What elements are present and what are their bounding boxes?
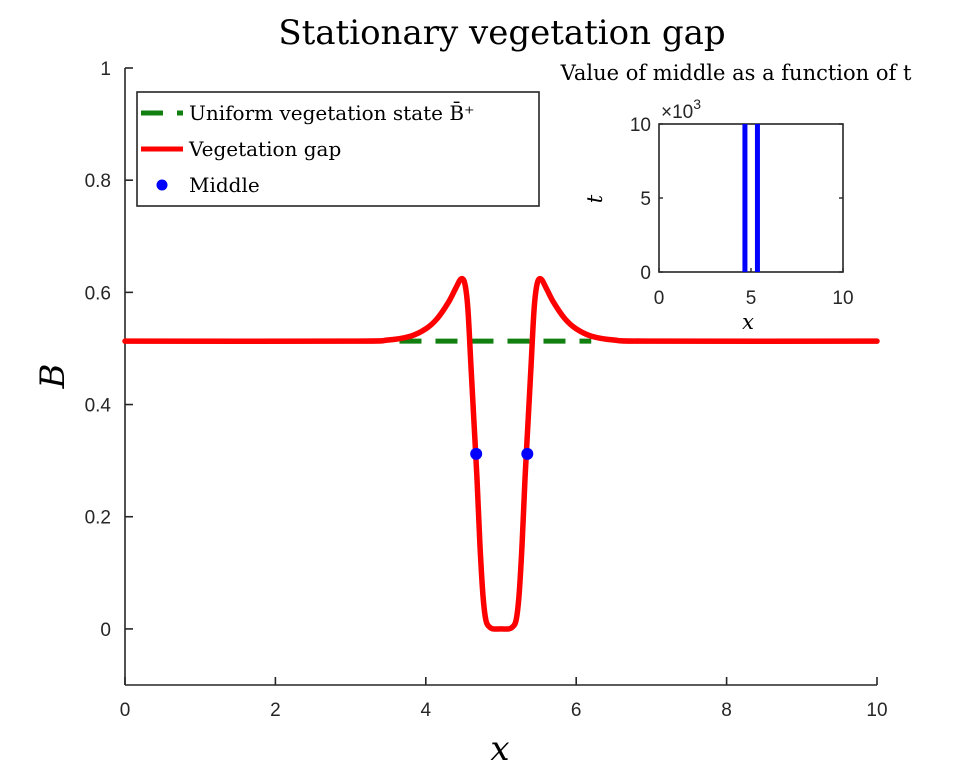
inset-axes: 0 5 10 0 5 10 ×103 x t	[583, 96, 854, 334]
inset-y-multiplier-exp: 3	[693, 96, 701, 112]
legend: Uniform vegetation state B̄⁺ Vegetation …	[136, 91, 540, 207]
main-y-tick-label: 0.6	[85, 283, 111, 304]
main-y-ticks: 0 0.2 0.4 0.6 0.8 1	[85, 59, 133, 641]
inset-x-tick-label: 10	[832, 288, 853, 309]
inset-y-tick-label: 5	[640, 189, 651, 210]
main-y-axis-label: B	[33, 364, 73, 390]
inset-plot-area	[658, 123, 844, 273]
inset-series	[742, 124, 760, 272]
legend-box	[136, 91, 540, 207]
middle-point	[521, 447, 534, 460]
inset-y-multiplier: ×103	[661, 96, 701, 123]
main-x-axis-label: x	[490, 729, 509, 769]
main-y-tick-label: 0.8	[85, 171, 111, 192]
main-x-tick-label: 8	[721, 700, 732, 721]
middle-point	[470, 447, 483, 460]
main-y-tick-label: 0.2	[85, 508, 111, 529]
inset-y-ticks: 0 5 10	[630, 115, 843, 284]
main-x-tick-label: 2	[270, 700, 281, 721]
vegetation-gap-line	[122, 275, 880, 632]
inset-y-axis-label: t	[583, 194, 607, 203]
inset-y-tick-label: 10	[630, 115, 651, 136]
inset-y-multiplier-base: ×10	[661, 102, 693, 123]
legend-label-uniform: Uniform vegetation state B̄⁺	[189, 100, 475, 125]
main-y-tick-label: 0.4	[85, 396, 112, 417]
main-y-tick-label: 0	[100, 620, 111, 641]
legend-label-gap: Vegetation gap	[188, 137, 341, 161]
main-x-tick-label: 4	[421, 700, 432, 721]
main-y-tick-label: 1	[100, 59, 111, 80]
main-series	[122, 275, 880, 632]
inset-y-tick-label: 0	[640, 263, 651, 284]
inset-title: Value of middle as a function of t	[560, 61, 912, 85]
inset-x-tick-label: 0	[654, 288, 665, 309]
legend-swatch-middle	[156, 179, 168, 191]
main-title: Stationary vegetation gap	[278, 13, 725, 53]
main-x-tick-label: 10	[866, 700, 887, 721]
legend-label-middle: Middle	[189, 173, 260, 197]
inset-x-axis-label: x	[742, 310, 754, 334]
main-x-ticks: 0 2 4 6 8 10	[120, 677, 888, 721]
main-x-tick-label: 0	[120, 700, 131, 721]
main-x-tick-label: 6	[571, 700, 582, 721]
inset-x-tick-label: 5	[746, 288, 757, 309]
